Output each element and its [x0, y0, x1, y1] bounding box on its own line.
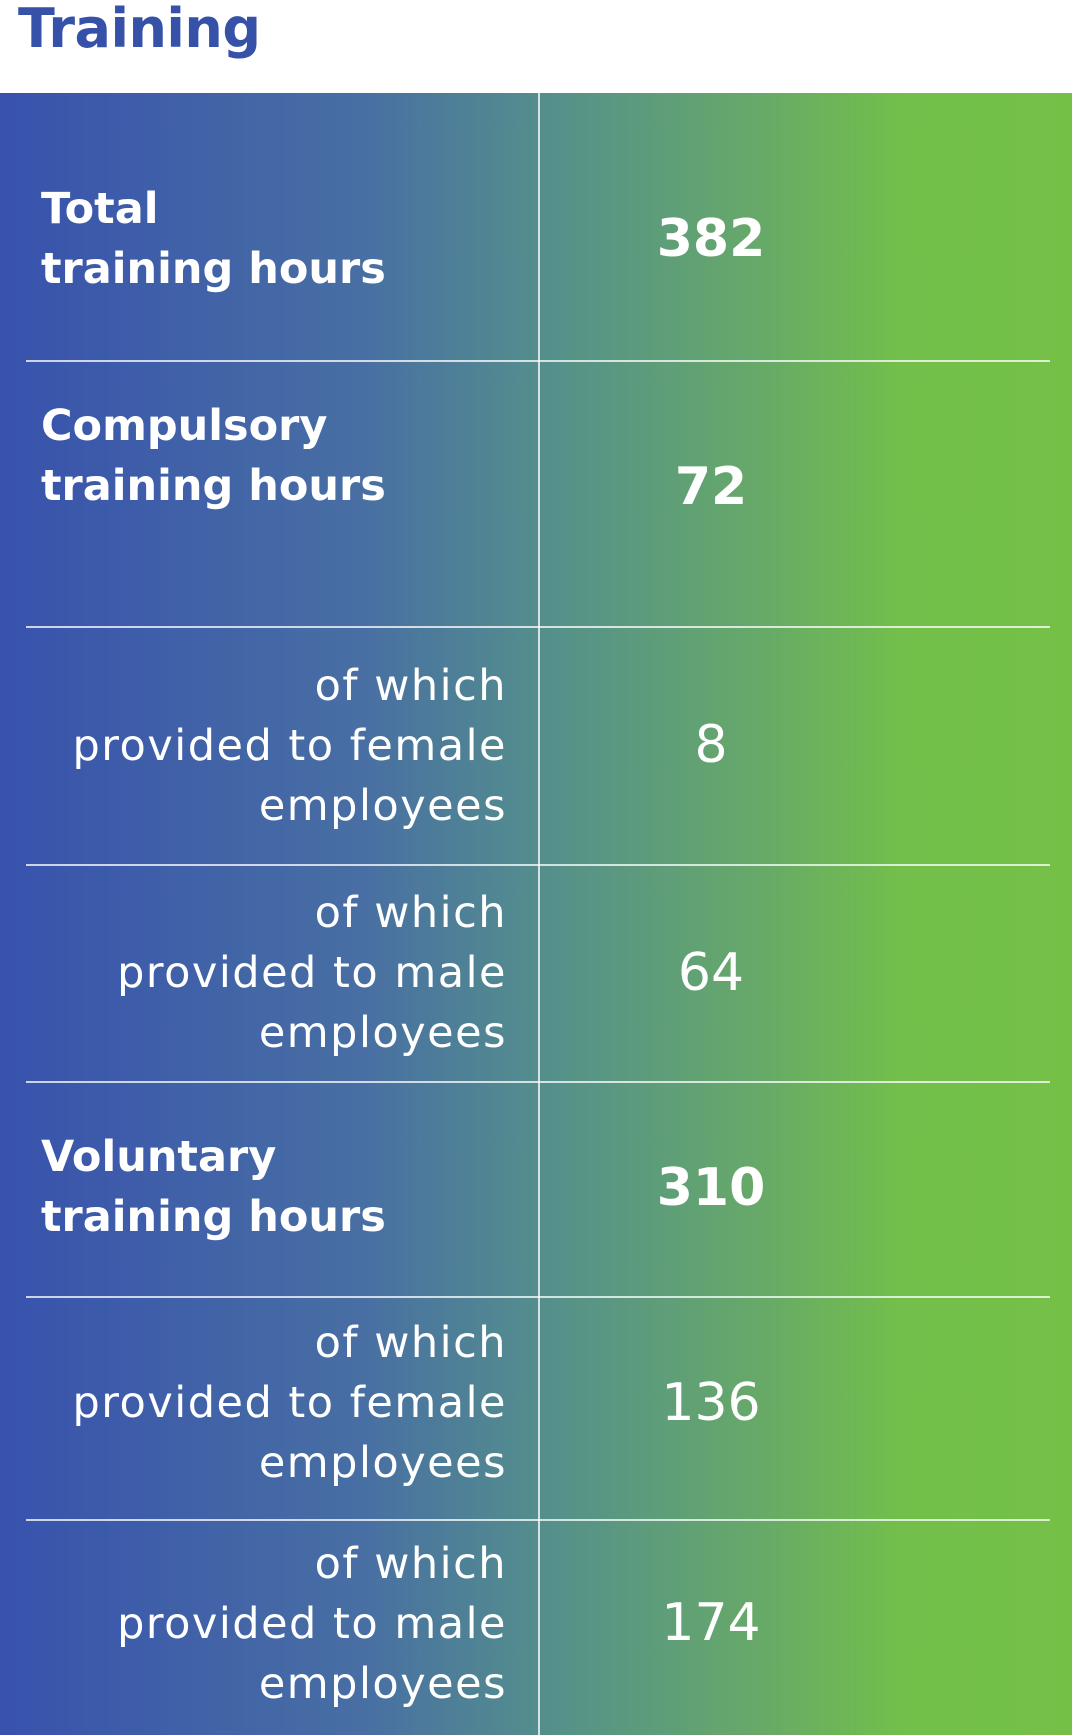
label-line: Voluntary [41, 1132, 277, 1182]
row-value-compulsory: 72 [674, 457, 748, 517]
row-label-voluntary: Voluntary training hours [41, 1127, 521, 1247]
row-label-compulsory-female: of which provided to female employees [20, 656, 507, 836]
row-separator [26, 1081, 1050, 1083]
row-value-compulsory-male: 64 [677, 943, 745, 1003]
label-line: employees [258, 1438, 507, 1488]
row-separator [26, 1296, 1050, 1298]
row-separator [26, 1519, 1050, 1521]
row-value-voluntary: 310 [656, 1158, 766, 1218]
label-line: employees [258, 1659, 507, 1709]
label-line: provided to female [72, 1378, 507, 1428]
row-value-total: 382 [656, 209, 766, 269]
row-value-voluntary-female: 136 [661, 1373, 761, 1433]
page-title: Training [18, 0, 261, 60]
row-value-compulsory-female: 8 [694, 715, 728, 775]
label-line: provided to male [117, 948, 507, 998]
row-separator [26, 864, 1050, 866]
label-line: provided to male [117, 1599, 507, 1649]
row-label-voluntary-male: of which provided to male employees [20, 1534, 507, 1714]
label-line: provided to female [72, 721, 507, 771]
label-line: of which [314, 888, 507, 938]
label-line: of which [314, 1539, 507, 1589]
row-separator [26, 626, 1050, 628]
label-line: Compulsory [41, 401, 328, 451]
label-line: of which [314, 661, 507, 711]
label-line: training hours [41, 244, 386, 294]
row-label-total: Total training hours [41, 179, 521, 299]
label-line: Total [41, 184, 159, 234]
label-line: of which [314, 1318, 507, 1368]
row-separator [26, 360, 1050, 362]
training-table: Total training hours 382 Compulsory trai… [0, 93, 1072, 1735]
label-line: training hours [41, 1192, 386, 1242]
label-line: employees [258, 781, 507, 831]
row-label-voluntary-female: of which provided to female employees [20, 1313, 507, 1493]
label-line: employees [258, 1008, 507, 1058]
column-divider [538, 93, 540, 1735]
row-label-compulsory-male: of which provided to male employees [20, 883, 507, 1063]
row-label-compulsory: Compulsory training hours [41, 396, 521, 516]
label-line: training hours [41, 461, 386, 511]
row-value-voluntary-male: 174 [661, 1593, 761, 1653]
